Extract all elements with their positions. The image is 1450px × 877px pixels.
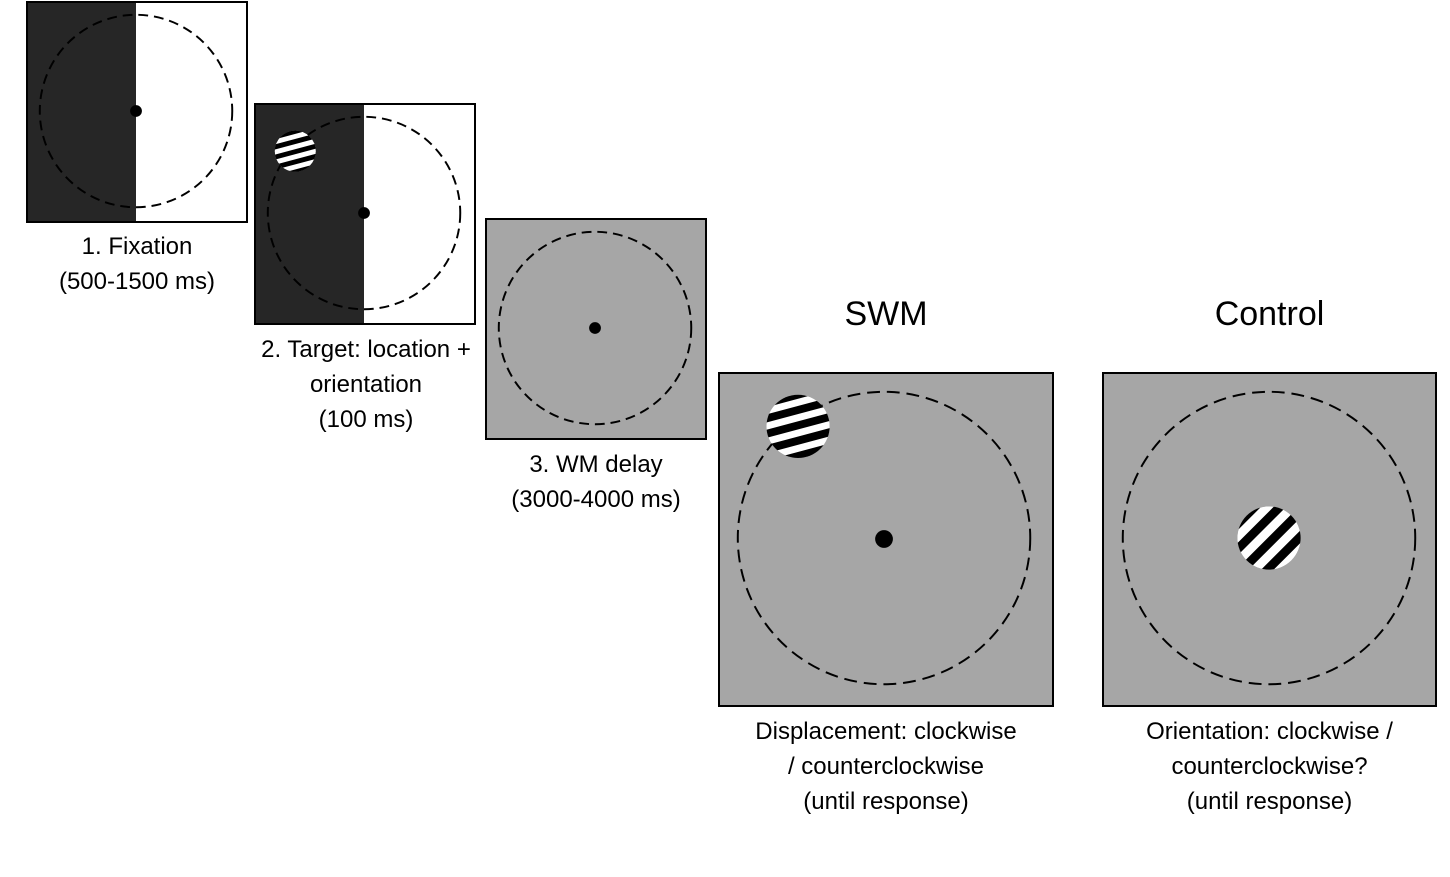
delay-display <box>487 220 705 438</box>
control-panel <box>1102 372 1437 707</box>
target-display <box>256 105 474 323</box>
target-caption: 2. Target: location + orientation (100 m… <box>240 332 492 437</box>
caption-line: (3000-4000 ms) <box>511 486 681 513</box>
swm-panel <box>718 372 1054 707</box>
placeholder-circle <box>736 390 1032 686</box>
caption-line: 2. Target: location + <box>261 336 471 363</box>
placeholder-circle <box>266 115 462 311</box>
control-caption: Orientation: clockwise / counterclockwis… <box>1102 714 1437 819</box>
swm-heading: SWM <box>844 295 928 333</box>
fixation-panel <box>26 1 248 223</box>
caption-line: Displacement: clockwise <box>755 718 1017 745</box>
caption-line: (500-1500 ms) <box>58 268 216 295</box>
caption-line: (100 ms) <box>318 406 414 433</box>
placeholder-circle <box>38 13 234 209</box>
caption-line: orientation <box>309 371 423 398</box>
caption-line: 3. WM delay <box>529 451 663 478</box>
dark-half <box>28 3 137 221</box>
fixation-dot <box>358 207 370 219</box>
fixation-dot <box>589 322 601 334</box>
caption-line: Orientation: clockwise / <box>1146 718 1393 745</box>
fixation-caption: 1. Fixation (500-1500 ms) <box>26 229 248 299</box>
fixation-dot <box>130 105 142 117</box>
control-heading: Control <box>1214 295 1325 333</box>
delay-panel <box>485 218 707 440</box>
placeholder-circle <box>497 230 693 426</box>
light-half <box>136 3 246 221</box>
control-display <box>1104 374 1435 705</box>
caption-line: / counterclockwise <box>787 753 985 780</box>
light-half <box>364 105 474 323</box>
caption-line: counterclockwise? <box>1171 753 1368 780</box>
placeholder-circle <box>1121 390 1417 686</box>
swm-display <box>720 374 1052 705</box>
target-panel <box>254 103 476 325</box>
fixation-display <box>28 3 246 221</box>
caption-line: 1. Fixation <box>81 233 193 260</box>
swm-caption: Displacement: clockwise / counterclockwi… <box>718 714 1054 819</box>
fixation-dot <box>875 530 893 548</box>
caption-line: (until response) <box>1186 788 1353 815</box>
caption-line: (until response) <box>803 788 969 815</box>
delay-caption: 3. WM delay (3000-4000 ms) <box>485 447 707 517</box>
